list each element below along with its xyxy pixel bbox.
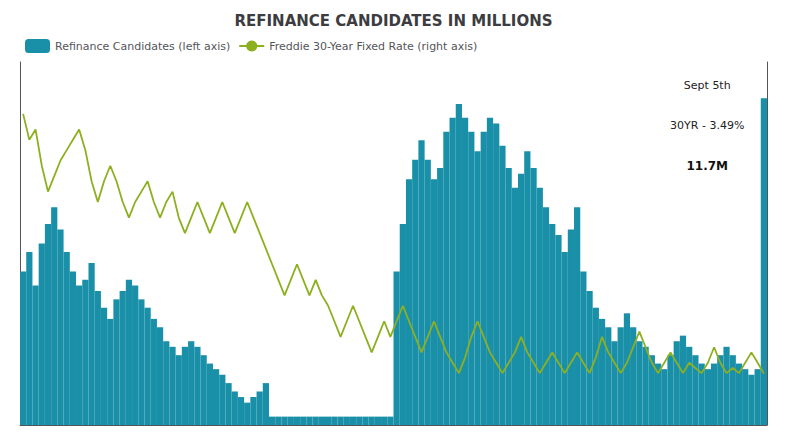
svg-text:11.7M: 11.7M xyxy=(686,159,728,173)
svg-text:Freddie 30-Year Fixed Rate (ri: Freddie 30-Year Fixed Rate (right axis) xyxy=(269,40,477,53)
svg-text:Refinance Candidates (left axi: Refinance Candidates (left axis) xyxy=(55,40,230,53)
svg-text:Sept 5th: Sept 5th xyxy=(684,79,731,92)
svg-text:30YR - 3.49%: 30YR - 3.49% xyxy=(670,119,744,132)
svg-text:REFINANCE CANDIDATES IN MILLIO: REFINANCE CANDIDATES IN MILLIONS xyxy=(234,12,552,30)
